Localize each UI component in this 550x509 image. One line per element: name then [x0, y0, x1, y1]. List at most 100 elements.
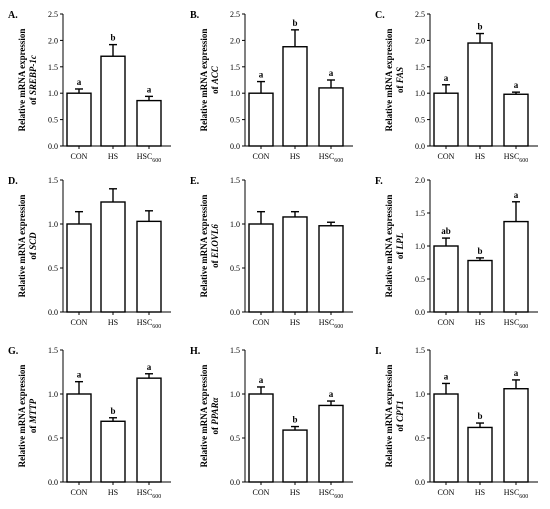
panel-letter: B. — [190, 10, 200, 21]
y-tick-label: 1.5 — [230, 63, 240, 72]
y-tick-label: 0.5 — [415, 434, 425, 443]
bar-hsc600 — [136, 99, 162, 147]
y-tick-label: 0.5 — [415, 116, 425, 125]
significance-letter: a — [259, 375, 264, 385]
significance-letter: b — [477, 411, 482, 421]
y-tick-label: 1.0 — [48, 89, 58, 98]
x-tick-label: HS — [290, 488, 300, 497]
y-tick-label: 0.5 — [48, 264, 58, 273]
y-tick-label: 1.5 — [415, 63, 425, 72]
y-axis-title: Relative mRNA expressionof PPARα — [199, 365, 220, 468]
bar-con — [248, 92, 274, 147]
y-tick-label: 1.0 — [230, 220, 240, 229]
x-tick-label-subscript: 600 — [519, 158, 528, 164]
y-tick-label: 0.5 — [48, 116, 58, 125]
bar-hs — [467, 426, 493, 483]
y-tick-label: 1.0 — [230, 89, 240, 98]
panel-f: F.Relative mRNA expressionof LPL 0.0 0.5 1.… — [375, 176, 538, 330]
x-tick-label-subscript: 600 — [519, 324, 528, 330]
y-axis-title: Relative mRNA expressionof FAS — [384, 29, 405, 132]
gene-name: ACC — [210, 65, 220, 85]
y-tick-label: 0.0 — [48, 308, 58, 317]
bar-con — [433, 393, 459, 483]
panel-g: G. Relative mRNA expressionof MTTP 0.0 0.5 1… — [8, 346, 171, 500]
significance-letter: b — [110, 33, 115, 43]
y-tick-label: 0.0 — [415, 308, 425, 317]
y-tick-label: 2.5 — [48, 10, 58, 19]
y-axis-title-line2: of FAS — [395, 67, 405, 93]
panel-letter: D. — [8, 176, 18, 187]
x-tick-label-subscript: 600 — [519, 494, 528, 500]
y-axis-title-line1: Relative mRNA expression — [199, 195, 209, 298]
y-axis-title: Relative mRNA expressionof SREBP-1c — [17, 29, 38, 132]
significance-letter: b — [477, 246, 482, 256]
y-axis-title: Relative mRNA expressionof LPL — [384, 195, 405, 298]
y-tick-label: 0.0 — [230, 142, 240, 151]
x-tick-label: HSC600 — [504, 152, 529, 164]
significance-letter: ab — [441, 226, 451, 236]
x-tick-label-subscript: 600 — [152, 324, 161, 330]
panel-i: I.Relative mRNA expressionof CPT1 0.0 0.5 1… — [375, 346, 538, 500]
bar-hsc600 — [318, 87, 344, 147]
x-tick-label: HS — [475, 488, 485, 497]
y-tick-label: 1.5 — [48, 346, 58, 355]
x-tick-label: CON — [253, 152, 270, 161]
y-tick-label: 2.0 — [415, 176, 425, 185]
panel-letter: C. — [375, 10, 385, 21]
bar-hsc600 — [503, 388, 529, 483]
gene-name: LPL — [395, 232, 405, 250]
x-tick-label-base: HSC — [137, 152, 153, 161]
bar-hsc600 — [136, 220, 162, 313]
x-tick-label: HSC600 — [504, 488, 529, 500]
y-tick-label: 1.0 — [48, 220, 58, 229]
y-axis-title-line2: of CPT1 — [395, 400, 405, 431]
x-tick-label: HS — [108, 318, 118, 327]
x-tick-label-base: HSC — [319, 152, 335, 161]
x-tick-label: HS — [475, 152, 485, 161]
significance-letter: a — [77, 77, 82, 87]
x-tick-label: CON — [71, 488, 88, 497]
y-tick-label: 0.0 — [48, 142, 58, 151]
y-tick-label: 0.5 — [48, 434, 58, 443]
y-tick-label: 0.0 — [48, 478, 58, 487]
y-axis-title: Relative mRNA expressionof MTTP — [17, 365, 38, 468]
y-axis-title: Relative mRNA expressionof SCD — [17, 195, 38, 298]
y-axis-title-line1: Relative mRNA expression — [17, 365, 27, 468]
x-tick-label-base: HSC — [319, 488, 335, 497]
significance-letter: a — [329, 389, 334, 399]
y-axis-title-line1: Relative mRNA expression — [384, 365, 394, 468]
bar-hs — [100, 201, 126, 313]
y-axis-title-prefix: of — [395, 422, 405, 432]
y-axis-title-line1: Relative mRNA expression — [199, 29, 209, 132]
significance-letter: a — [147, 84, 152, 94]
gene-name: CPT1 — [395, 400, 405, 422]
bar-con — [66, 223, 92, 313]
bar-hsc600 — [318, 404, 344, 483]
bar-hs — [467, 259, 493, 313]
bar-hs — [282, 46, 308, 147]
significance-letter: a — [444, 73, 449, 83]
x-tick-label: HS — [108, 152, 118, 161]
significance-letter: a — [514, 190, 519, 200]
significance-letter: a — [77, 370, 82, 380]
y-axis-title-line1: Relative mRNA expression — [17, 195, 27, 298]
y-tick-label: 2.5 — [415, 10, 425, 19]
bar-hs — [282, 429, 308, 483]
x-tick-label-subscript: 600 — [334, 158, 343, 164]
y-axis-title: Relative mRNA expressionof ACC — [199, 29, 220, 132]
bar-con — [66, 393, 92, 483]
bar-hs — [100, 55, 126, 147]
x-tick-label: HSC600 — [137, 152, 162, 164]
y-tick-label: 0.0 — [415, 478, 425, 487]
y-tick-label: 1.5 — [230, 346, 240, 355]
y-tick-label: 0.5 — [415, 275, 425, 284]
gene-name: SREBP-1c — [28, 55, 38, 95]
y-tick-label: 2.0 — [48, 36, 58, 45]
panel-letter: E. — [190, 176, 200, 187]
x-tick-label: HSC600 — [319, 152, 344, 164]
panel-b: B. Relative mRNA expressionof ACC 0.0 0.5 1.… — [190, 10, 353, 164]
bar-hsc600 — [136, 377, 162, 483]
x-tick-label: CON — [253, 318, 270, 327]
x-tick-label: HSC600 — [137, 488, 162, 500]
